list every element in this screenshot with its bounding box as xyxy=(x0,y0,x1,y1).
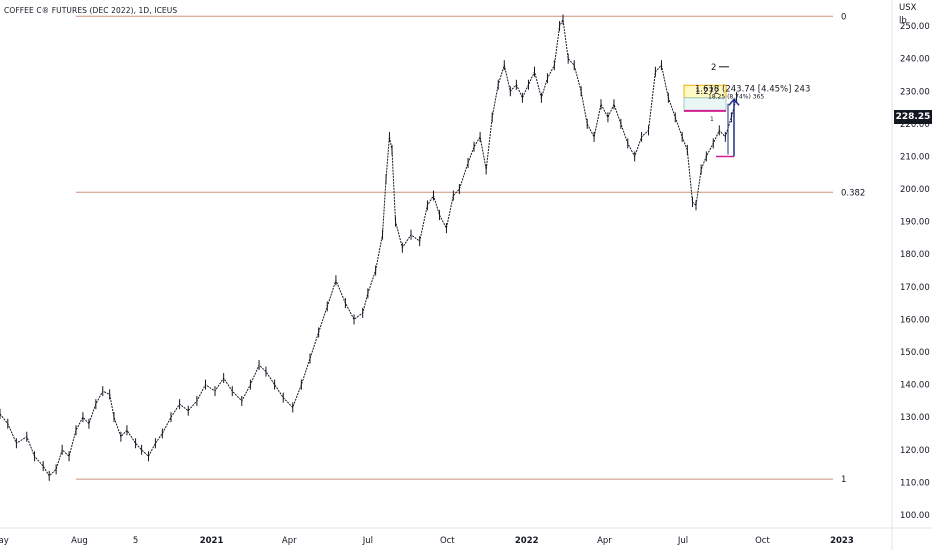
y-tick-label: 220.00 xyxy=(900,120,930,130)
fib-level-label: 0.382 xyxy=(841,188,865,198)
fib-level-label: 1 xyxy=(841,475,846,485)
y-tick-label: 170.00 xyxy=(900,283,930,293)
price-series-line xyxy=(0,17,738,477)
y-tick-label: 230.00 xyxy=(900,87,930,97)
x-tick-label: Jul xyxy=(362,536,373,546)
y-tick-label: 120.00 xyxy=(900,446,930,456)
current-price-tag: 228.25 xyxy=(894,110,932,124)
y-tick-label: 210.00 xyxy=(900,152,930,162)
y-tick-label: 130.00 xyxy=(900,413,930,423)
y-tick-label: 180.00 xyxy=(900,250,930,260)
fib-extension-label-1: 1 xyxy=(710,116,714,123)
x-tick-label: Aug xyxy=(71,536,88,546)
x-tick-label: 2021 xyxy=(200,536,224,546)
x-tick-label: Jul xyxy=(677,536,688,546)
y-tick-label: 250.00 xyxy=(900,22,930,32)
y-tick-label: 150.00 xyxy=(900,348,930,358)
target-arrow-head xyxy=(728,98,740,106)
x-tick-label: Apr xyxy=(597,536,612,546)
y-tick-label: 200.00 xyxy=(900,185,930,195)
unit-label-bottom: lb xyxy=(899,16,907,26)
y-tick-label: 110.00 xyxy=(900,478,930,488)
x-tick-label: May xyxy=(0,536,9,546)
x-tick-label: 2023 xyxy=(830,536,854,546)
y-tick-label: 240.00 xyxy=(900,55,930,65)
chart-title: COFFEE C® FUTURES (DEC 2022), 1D, ICEUS xyxy=(4,6,178,15)
fib-extension-note: 18.25 (8.74%) 365 xyxy=(708,93,764,100)
y-tick-label: 160.00 xyxy=(900,315,930,325)
fib-level-label: 0 xyxy=(841,12,846,22)
x-tick-label: 5 xyxy=(133,536,138,546)
fib-extension-label-1272: 1.272 xyxy=(695,87,719,97)
x-tick-label: Oct xyxy=(440,536,455,546)
fib-extension-label-1618: 1.618 (243.74 [4.45%] 243 xyxy=(695,84,810,94)
x-tick-label: Apr xyxy=(282,536,297,546)
y-tick-label: 140.00 xyxy=(900,381,930,391)
x-tick-label: 2022 xyxy=(515,536,539,546)
y-tick-label: 190.00 xyxy=(900,218,930,228)
y-tick-label: 100.00 xyxy=(900,511,930,521)
unit-label-top: USX xyxy=(899,3,917,13)
wave-label: 2 xyxy=(711,63,716,73)
x-tick-label: Oct xyxy=(755,536,770,546)
